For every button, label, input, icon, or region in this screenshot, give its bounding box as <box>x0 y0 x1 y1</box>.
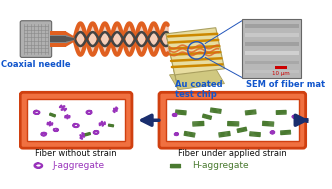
Bar <box>242 19 301 78</box>
FancyBboxPatch shape <box>20 92 132 148</box>
Bar <box>245 42 299 46</box>
Bar <box>50 35 66 43</box>
Polygon shape <box>66 35 74 43</box>
Polygon shape <box>166 34 178 90</box>
Bar <box>245 70 299 73</box>
Polygon shape <box>166 28 224 75</box>
Text: Fiber without strain: Fiber without strain <box>35 149 117 158</box>
Bar <box>245 51 299 55</box>
Bar <box>166 99 299 141</box>
Bar <box>50 36 66 42</box>
Polygon shape <box>169 69 224 90</box>
Text: Coaxial needle: Coaxial needle <box>1 60 71 69</box>
Text: SEM of fiber mat: SEM of fiber mat <box>246 80 325 89</box>
Bar <box>245 33 299 37</box>
FancyBboxPatch shape <box>159 92 306 148</box>
Polygon shape <box>66 36 74 42</box>
FancyBboxPatch shape <box>20 21 52 57</box>
Text: Fiber under applied strain: Fiber under applied strain <box>178 149 287 158</box>
Bar <box>275 66 287 69</box>
Bar <box>27 99 125 141</box>
Polygon shape <box>66 31 74 47</box>
Text: Au coated
test chip: Au coated test chip <box>175 80 222 99</box>
Text: J-aggregate: J-aggregate <box>52 161 105 170</box>
Bar <box>50 31 66 47</box>
Text: H-aggregate: H-aggregate <box>192 161 249 170</box>
Bar <box>245 24 299 28</box>
Bar <box>245 60 299 64</box>
Text: 10 μm: 10 μm <box>273 71 290 76</box>
